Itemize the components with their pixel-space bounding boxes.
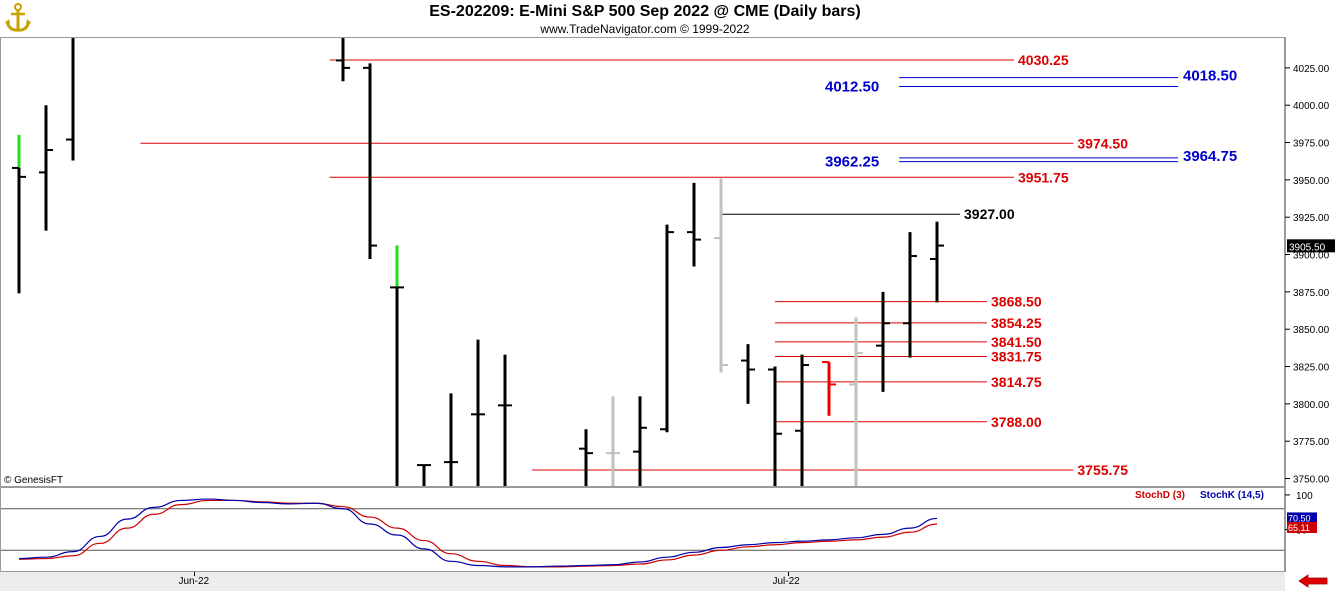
time-axis — [0, 572, 1285, 591]
ohlc-bar — [687, 182, 701, 267]
ohlc-bar — [741, 344, 755, 404]
ohlc-bar — [579, 429, 593, 486]
price-axis: 3750.00 3775.00 3800.00 3825.00 3850.00 3875.… — [1285, 64, 1330, 486]
x-tick-label: Jul-22 — [773, 576, 801, 587]
stoch-k-value: 70.50 — [1288, 513, 1311, 523]
ohlc-bar — [876, 291, 890, 392]
ohlc-bar — [849, 317, 863, 486]
level-label-3854.25: 3854.25 — [991, 315, 1042, 331]
ohlc-bar — [12, 135, 26, 294]
y-tick-label: 4025.00 — [1293, 64, 1330, 75]
ohlc-bar — [633, 396, 647, 486]
stoch-k-value-badge: 70.50 — [1287, 512, 1317, 524]
level-label-4030.25: 4030.25 — [1018, 52, 1069, 68]
level-label-3814.75: 3814.75 — [991, 374, 1042, 390]
level-label-3962.25: 3962.25 — [825, 154, 879, 171]
level-label-3831.75: 3831.75 — [991, 348, 1042, 364]
ohlc-bar — [471, 339, 485, 486]
ohlc-bar — [336, 38, 350, 82]
stoch-d-value-badge: 65.11 — [1287, 521, 1317, 533]
ohlc-bar — [498, 354, 512, 486]
level-label-4018.50: 4018.50 — [1183, 68, 1237, 85]
time-axis-labels: Jun-22 Jul-22 — [179, 572, 801, 587]
y-tick-label: 3950.00 — [1293, 176, 1330, 187]
ohlc-bar — [795, 354, 809, 486]
price-panel-frame — [0, 37, 1285, 487]
level-label-3788.00: 3788.00 — [991, 414, 1042, 430]
stoch-k-line — [18, 498, 938, 568]
last-price-badge: 3905.50 — [1287, 239, 1335, 253]
y-tick-label: 4000.00 — [1293, 101, 1330, 112]
y-tick-label: 3825.00 — [1293, 363, 1330, 374]
ohlc-bar — [39, 105, 53, 231]
level-label-3868.50: 3868.50 — [991, 294, 1042, 310]
chart-subtitle: www.TradeNavigator.com © 1999-2022 — [540, 22, 750, 36]
level-label-3951.75: 3951.75 — [1018, 169, 1069, 185]
y-tick-label: 3850.00 — [1293, 325, 1330, 336]
scroll-left-arrow-icon[interactable] — [1298, 574, 1328, 588]
last-price-value: 3905.50 — [1289, 242, 1326, 253]
ohlc-bar — [930, 221, 944, 303]
stoch-d-value: 65.11 — [1288, 523, 1310, 533]
ohlc-bar — [768, 366, 782, 486]
level-label-3964.75: 3964.75 — [1183, 148, 1237, 165]
ohlc-bar — [417, 464, 431, 486]
stoch-y-tick-label: 100 — [1296, 491, 1313, 502]
level-label-3755.75: 3755.75 — [1077, 462, 1128, 478]
y-tick-label: 3775.00 — [1293, 437, 1330, 448]
ohlc-bar — [714, 178, 728, 373]
level-label-3974.50: 3974.50 — [1077, 135, 1128, 151]
y-tick-label: 3875.00 — [1293, 288, 1330, 299]
ohlc-bar — [606, 396, 620, 486]
level-label-3927.00: 3927.00 — [964, 206, 1015, 222]
stochastic-panel-frame — [0, 487, 1285, 572]
ohlc-bar — [660, 224, 674, 433]
ohlc-bar — [822, 361, 836, 416]
legend-stoch-k: StochK (14,5) — [1200, 490, 1264, 501]
level-label-3841.50: 3841.50 — [991, 334, 1042, 350]
ohlc-bar — [363, 63, 377, 260]
ohlc-bar — [66, 38, 75, 161]
anchor-logo-icon — [5, 3, 31, 32]
copyright-label: © GenesisFT — [4, 475, 63, 486]
ohlc-bar — [390, 245, 404, 486]
chart-title: ES-202209: E-Mini S&P 500 Sep 2022 @ CME… — [429, 3, 861, 20]
ohlc-bar — [444, 393, 458, 486]
x-tick-label: Jun-22 — [179, 576, 210, 587]
stoch-d-line — [18, 499, 938, 568]
y-tick-label: 3925.00 — [1293, 213, 1330, 224]
y-tick-label: 3800.00 — [1293, 400, 1330, 411]
ohlc-bars — [12, 38, 944, 486]
y-tick-label: 3900.00 — [1293, 251, 1330, 262]
ohlc-bar — [903, 232, 917, 358]
price-axis-bg — [1285, 37, 1336, 572]
price-levels: 4030.25 3974.50 3951.75 3927.00 3868.50 3854.… — [140, 52, 1237, 478]
legend-stoch-d: StochD (3) — [1135, 490, 1185, 501]
y-tick-label: 3975.00 — [1293, 139, 1330, 150]
level-label-4012.50: 4012.50 — [825, 79, 879, 96]
y-tick-label: 3750.00 — [1293, 475, 1330, 486]
